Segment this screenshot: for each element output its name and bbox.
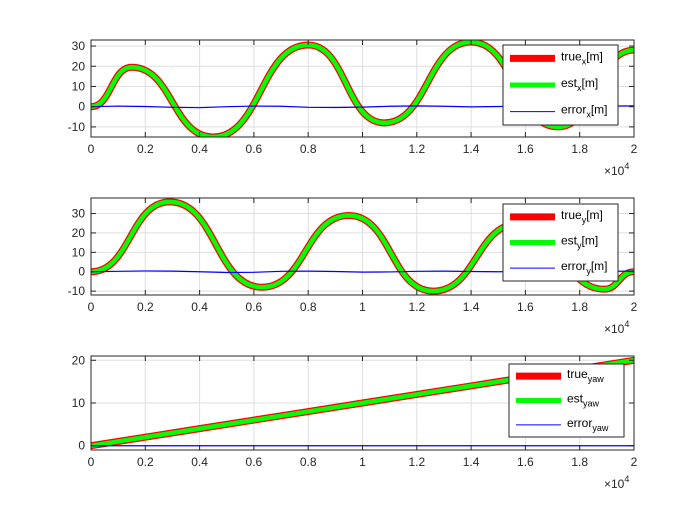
x-tick-label: 0.2 (137, 455, 154, 469)
y-tick-label: 20 (72, 353, 86, 367)
legend: truey[m] esty[m] errory[m] (502, 203, 619, 282)
legend-label-est: estyaw (567, 392, 600, 409)
x-tick-label: 0.6 (246, 142, 263, 156)
y-tick-label: 30 (72, 39, 86, 53)
x-axis-exponent: ×104 (604, 474, 629, 491)
x-tick-label: 2 (631, 142, 638, 156)
x-tick-label: 0.4 (191, 142, 208, 156)
x-tick-label: 1 (359, 142, 366, 156)
legend: truex[m] estx[m] errorx[m] (502, 44, 619, 126)
legend-label-error: errorx[m] (561, 103, 608, 120)
x-tick-label: 1.6 (517, 455, 534, 469)
x-axis-exponent: ×104 (604, 161, 629, 178)
x-tick-label: 0.6 (246, 300, 263, 314)
x-tick-label: 1.2 (408, 455, 425, 469)
x-tick-label: 2 (631, 455, 638, 469)
legend-label-error: errory[m] (561, 259, 608, 276)
x-tick-label: 0 (88, 455, 95, 469)
y-tick-label: 10 (72, 396, 86, 410)
x-tick-label: 1.6 (517, 300, 534, 314)
x-tick-label: 0 (88, 142, 95, 156)
y-tick-label: 10 (72, 245, 86, 259)
legend-label-est: esty[m] (561, 234, 598, 251)
subplot-3: 0 0.2 0.4 0.6 0.8 1 1.2 1.4 1.6 1.8 201020×104true… (72, 353, 638, 491)
x-tick-label: 1.6 (517, 142, 534, 156)
x-tick-label: 1.8 (571, 142, 588, 156)
y-tick-label: -10 (68, 284, 86, 298)
legend-label-true: trueyaw (567, 367, 604, 384)
x-tick-label: 1 (359, 300, 366, 314)
x-tick-label: 1.2 (408, 142, 425, 156)
legend-label-true: truey[m] (561, 208, 603, 225)
legend-label-est: estx[m] (561, 76, 598, 93)
x-tick-label: 0 (88, 300, 95, 314)
x-tick-label: 1.4 (463, 300, 480, 314)
x-axis-exponent: ×104 (604, 319, 629, 336)
y-tick-label: 10 (72, 79, 86, 93)
y-tick-label: -10 (68, 120, 86, 134)
x-tick-label: 1.8 (571, 300, 588, 314)
x-tick-label: 0.6 (246, 455, 263, 469)
x-tick-label: 2 (631, 300, 638, 314)
x-tick-label: 1.2 (408, 300, 425, 314)
x-tick-label: 0.8 (300, 300, 317, 314)
legend-label-error: erroryaw (567, 416, 609, 433)
x-tick-label: 0.2 (137, 142, 154, 156)
y-tick-label: 0 (78, 100, 85, 114)
y-tick-label: 20 (72, 59, 86, 73)
x-tick-label: 0.4 (191, 455, 208, 469)
legend-label-true: truex[m] (561, 49, 603, 66)
x-tick-label: 0.4 (191, 300, 208, 314)
x-tick-label: 1.4 (463, 142, 480, 156)
y-tick-label: 0 (78, 265, 85, 279)
subplot-2: 0 0.2 0.4 0.6 0.8 1 1.2 1.4 1.6 1.8 2-100102030×10… (68, 197, 638, 336)
x-tick-label: 1 (359, 455, 366, 469)
subplot-1: 0 0.2 0.4 0.6 0.8 1 1.2 1.4 1.6 1.8 2-100102030×10… (68, 39, 638, 178)
legend: trueyaw estyaw erroryaw (508, 363, 625, 438)
x-tick-label: 1.8 (571, 455, 588, 469)
x-tick-label: 0.2 (137, 300, 154, 314)
y-tick-label: 30 (72, 207, 86, 221)
x-tick-label: 0.8 (300, 455, 317, 469)
y-tick-label: 20 (72, 226, 86, 240)
x-tick-label: 1.4 (463, 455, 480, 469)
x-tick-label: 0.8 (300, 142, 317, 156)
y-tick-label: 0 (78, 439, 85, 453)
